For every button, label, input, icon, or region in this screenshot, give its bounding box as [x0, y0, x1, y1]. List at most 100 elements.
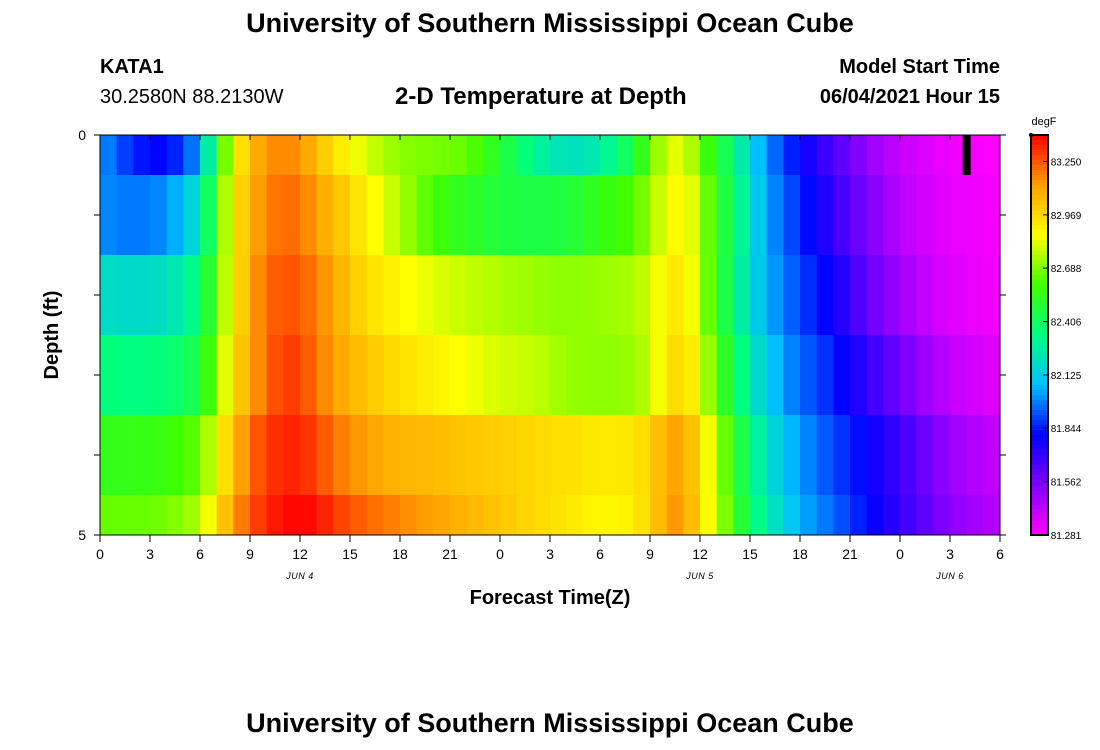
heatmap-cell [950, 175, 968, 256]
heatmap-cell [566, 415, 584, 496]
heatmap-cell [633, 255, 651, 336]
heatmap-cell [483, 495, 501, 535]
heatmap-cell [816, 335, 834, 416]
heatmap-cell [683, 335, 701, 416]
x-tick-label: 6 [196, 546, 204, 562]
colorbar-swatch [1031, 510, 1048, 516]
heatmap-cell [816, 135, 834, 176]
heatmap-cell [550, 135, 568, 176]
heatmap-cell [383, 135, 401, 176]
colorbar-swatch [1031, 415, 1048, 421]
heatmap-cell [683, 135, 701, 176]
heatmap-cell [183, 135, 201, 176]
heatmap-cell [566, 175, 584, 256]
heatmap-cell [533, 335, 551, 416]
heatmap-cell [533, 135, 551, 176]
colorbar-swatch [1031, 355, 1048, 361]
heatmap-cell [100, 255, 118, 336]
heatmap-cell [600, 135, 618, 176]
heatmap-cell [833, 495, 851, 535]
heatmap-cell [933, 335, 951, 416]
heatmap-cell [850, 255, 868, 336]
heatmap-cell [650, 175, 668, 256]
station-coordinates: 30.2580N 88.2130W [100, 86, 284, 108]
heatmap-cell [633, 495, 651, 535]
colorbar-swatch [1031, 495, 1048, 501]
colorbar-swatch [1031, 185, 1048, 191]
heatmap-cell [850, 495, 868, 535]
heatmap-cell [866, 135, 884, 176]
heatmap-cell [183, 175, 201, 256]
colorbar-swatch [1031, 470, 1048, 476]
heatmap-cell [966, 335, 984, 416]
heatmap-cell [783, 495, 801, 535]
colorbar-swatch [1031, 365, 1048, 371]
colorbar-swatch [1031, 265, 1048, 271]
heatmap-cell [633, 135, 651, 176]
heatmap-cell [933, 495, 951, 535]
heatmap-cell [916, 135, 934, 176]
heatmap-cell [416, 255, 434, 336]
heatmap-cell [783, 255, 801, 336]
heatmap-cell [283, 135, 301, 176]
heatmap-cell [950, 335, 968, 416]
heatmap-cell [100, 335, 118, 416]
colorbar-end-dot [1029, 133, 1033, 137]
heatmap-cell [200, 495, 218, 535]
heatmap-cell [266, 335, 284, 416]
heatmap-cells [100, 135, 1000, 535]
colorbar-tick-label: 82.688 [1051, 264, 1082, 275]
heatmap-cell [283, 255, 301, 336]
heatmap-cell [733, 135, 751, 176]
current-time-marker [962, 135, 971, 175]
heatmap-cell [900, 335, 918, 416]
heatmap-cell [466, 255, 484, 336]
x-axis: 0 3 6 9 12 15 18 21 0 3 6 9 12 15 18 21 0 3 6 JUN 4 JUN 5 JUN… [96, 135, 1004, 581]
heatmap-cell [300, 415, 318, 496]
heatmap-cell [766, 415, 784, 496]
heatmap-cell [366, 415, 384, 496]
heatmap-cell [583, 335, 601, 416]
colorbar-swatch [1031, 135, 1048, 141]
heatmap-cell [416, 495, 434, 535]
heatmap-cell [600, 255, 618, 336]
heatmap-cell [800, 175, 818, 256]
colorbar-swatch [1031, 205, 1048, 211]
heatmap-cell [383, 335, 401, 416]
heatmap-cell [800, 335, 818, 416]
heatmap-cell [750, 415, 768, 496]
colorbar-swatch [1031, 445, 1048, 451]
station-id: KATA1 [100, 56, 164, 78]
heatmap-cell [216, 135, 234, 176]
heatmap-cell [650, 135, 668, 176]
heatmap-cell [750, 255, 768, 336]
heatmap-cell [100, 135, 118, 176]
heatmap-cell [200, 135, 218, 176]
colorbar-swatch [1031, 315, 1048, 321]
heatmap-cell [616, 135, 634, 176]
colorbar-swatch [1031, 255, 1048, 261]
heatmap-cell [733, 495, 751, 535]
colorbar-swatch [1031, 195, 1048, 201]
heatmap-cell [350, 495, 368, 535]
x-tick-label: 3 [946, 546, 954, 562]
date-label: JUN 5 [685, 571, 714, 581]
heatmap-cell [650, 255, 668, 336]
heatmap-cell [383, 175, 401, 256]
heatmap-cell [333, 335, 351, 416]
colorbar-tick-label: 83.250 [1051, 158, 1082, 169]
heatmap-cell [150, 175, 168, 256]
heatmap-cell [716, 135, 734, 176]
marker-layer [962, 135, 971, 175]
colorbar-swatch [1031, 460, 1048, 466]
x-tick-label: 18 [792, 546, 808, 562]
heatmap-cell [416, 415, 434, 496]
colorbar-swatch [1031, 305, 1048, 311]
heatmap-cell [516, 415, 534, 496]
colorbar-swatch [1031, 230, 1048, 236]
colorbar-swatch [1031, 190, 1048, 196]
heatmap-cell [116, 135, 134, 176]
colorbar-swatch [1031, 380, 1048, 386]
heatmap-cell [500, 415, 518, 496]
heatmap-cell [266, 255, 284, 336]
